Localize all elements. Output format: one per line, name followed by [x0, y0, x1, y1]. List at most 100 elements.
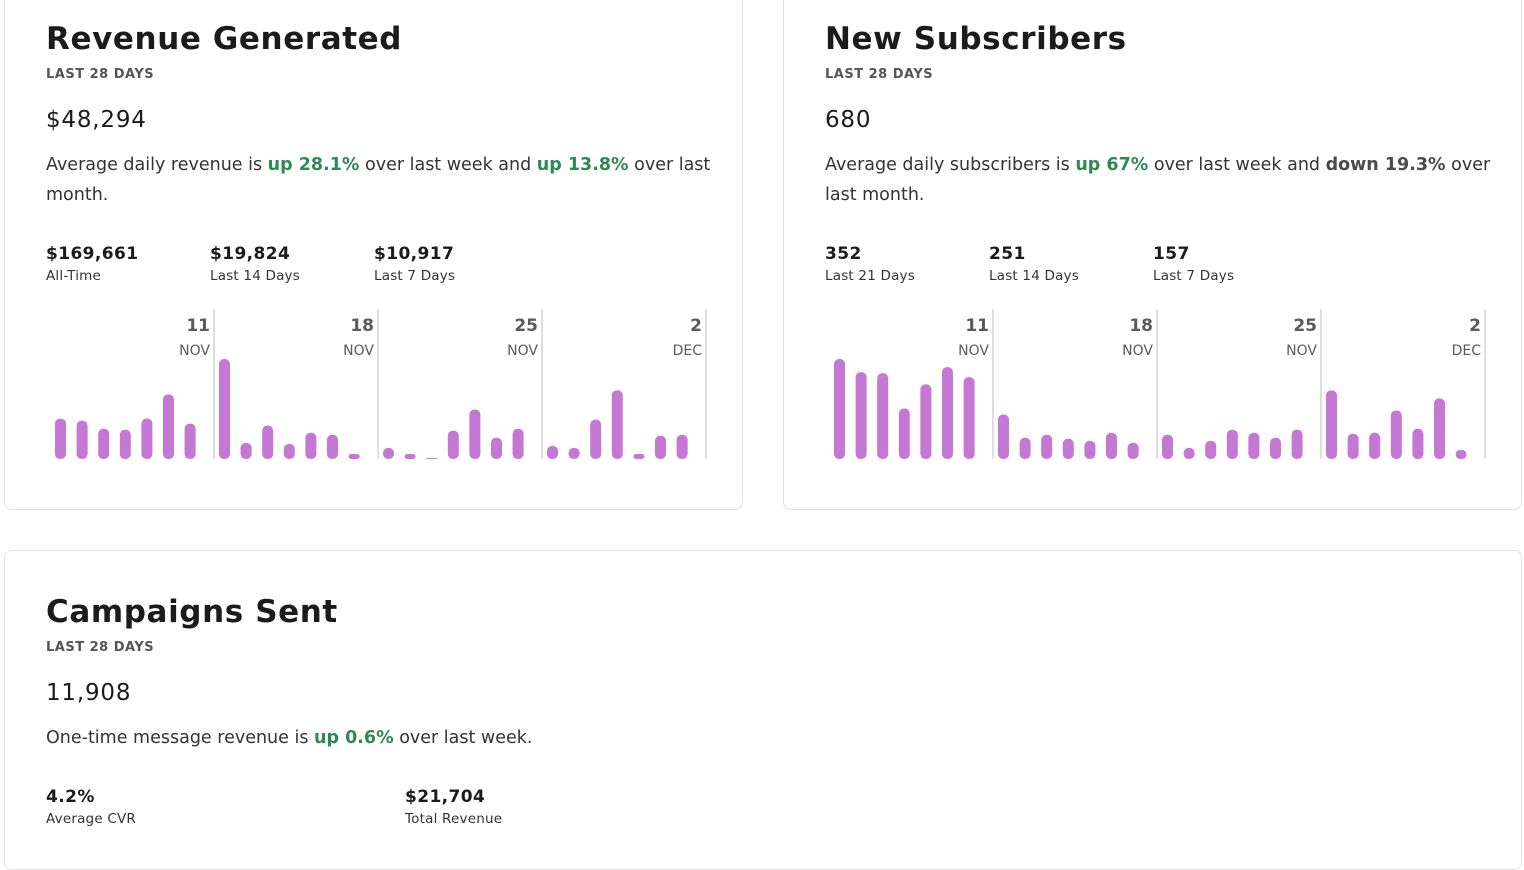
chart-bar[interactable] — [240, 442, 252, 459]
stat-value: 4.2% — [46, 787, 95, 807]
subscribers-card: New Subscribers LAST 28 DAYS 680 Average… — [783, 0, 1522, 510]
chart-bar[interactable] — [1226, 429, 1238, 459]
chart-bar[interactable] — [633, 453, 645, 459]
chart-bar[interactable] — [655, 435, 666, 459]
chart-bar[interactable] — [1041, 434, 1053, 459]
chart-bar[interactable] — [1270, 437, 1281, 459]
chart-bar[interactable] — [98, 428, 110, 459]
week-day-label: 2 — [690, 316, 702, 336]
chart-bar[interactable] — [383, 447, 394, 459]
chart-bar[interactable] — [611, 390, 623, 459]
stat-value: $169,661 — [46, 244, 139, 264]
week-day-label: 11 — [186, 316, 210, 336]
chart-bar[interactable] — [855, 372, 867, 459]
week-day-label: 18 — [1129, 316, 1153, 336]
stat-value: 352 — [825, 244, 862, 264]
chart-bar[interactable] — [1434, 398, 1445, 459]
week-day-label: 18 — [350, 316, 374, 336]
chart-bar[interactable] — [327, 434, 338, 459]
change-down: down 19.3% — [1325, 155, 1446, 175]
week-month-label: NOV — [958, 343, 989, 359]
stat-label: Last 21 Days — [825, 268, 915, 284]
chart-bar[interactable] — [963, 377, 975, 459]
chart-bar[interactable] — [920, 384, 932, 459]
chart-bar[interactable] — [676, 434, 688, 459]
chart-bar[interactable] — [163, 394, 174, 459]
week-day-label: 11 — [965, 316, 989, 336]
revenue-bar-chart: 11 NOV 18 NOV 25 NOV 2 DEC — [55, 309, 707, 459]
chart-bar[interactable] — [262, 425, 274, 459]
chart-bar[interactable] — [283, 443, 295, 459]
chart-bar[interactable] — [76, 420, 88, 459]
stat-value: $21,704 — [405, 787, 486, 807]
chart-bar[interactable] — [1369, 432, 1381, 459]
chart-bar[interactable] — [998, 414, 1009, 459]
chart-bar[interactable] — [1019, 437, 1031, 459]
chart-bar[interactable] — [834, 359, 845, 459]
chart-bar[interactable] — [1412, 428, 1424, 459]
subscribers-bar-chart: 11 NOV 18 NOV 25 NOV 2 DEC — [834, 309, 1486, 459]
chart-bar[interactable] — [1127, 442, 1139, 459]
stat-last-7-days: $10,917 Last 7 Days — [374, 244, 455, 284]
chart-bar[interactable] — [942, 367, 953, 459]
chart-bar[interactable] — [568, 447, 580, 459]
chart-bar[interactable] — [447, 430, 459, 459]
chart-bar[interactable] — [1084, 440, 1096, 459]
chart-bar[interactable] — [1248, 432, 1260, 459]
change-up: up 67% — [1075, 155, 1149, 175]
stat-average-cvr: 4.2% Average CVR — [46, 787, 136, 827]
chart-bar[interactable] — [1205, 440, 1217, 459]
chart-bar[interactable] — [219, 359, 230, 459]
stat-value: $10,917 — [374, 244, 455, 264]
stat-last-21-days: 352 Last 21 Days — [825, 244, 915, 284]
chart-bar[interactable] — [1291, 429, 1303, 459]
campaigns-card: Campaigns Sent LAST 28 DAYS 11,908 One-t… — [4, 550, 1522, 870]
chart-bar[interactable] — [877, 373, 889, 459]
chart-bar[interactable] — [1455, 449, 1467, 459]
chart-bar[interactable] — [1162, 434, 1173, 459]
period-label: LAST 28 DAYS — [825, 67, 934, 82]
chart-bar[interactable] — [184, 423, 196, 459]
stat-label: Last 7 Days — [1153, 268, 1235, 284]
stat-label: Average CVR — [46, 811, 136, 827]
stat-all-time: $169,661 All-Time — [46, 244, 138, 284]
chart-bar[interactable] — [1326, 390, 1337, 459]
chart-bar[interactable] — [426, 457, 438, 459]
week-month-label: NOV — [507, 343, 538, 359]
chart-bar[interactable] — [1390, 410, 1402, 459]
chart-bar[interactable] — [1183, 447, 1195, 459]
week-month-label: DEC — [1452, 343, 1482, 359]
stat-value: 157 — [1153, 244, 1190, 264]
week-month-label: NOV — [1122, 343, 1153, 359]
week-month-label: NOV — [343, 343, 374, 359]
chart-bar[interactable] — [305, 432, 317, 459]
chart-bar[interactable] — [547, 445, 558, 459]
stat-label: Last 14 Days — [989, 268, 1079, 284]
chart-bar[interactable] — [1106, 432, 1117, 459]
chart-bar[interactable] — [119, 429, 131, 459]
period-label: LAST 28 DAYS — [46, 640, 155, 655]
chart-bar[interactable] — [1062, 438, 1074, 459]
total-value: 680 — [825, 107, 872, 133]
stat-label: Total Revenue — [405, 811, 503, 827]
period-label: LAST 28 DAYS — [46, 67, 155, 82]
week-day-label: 2 — [1469, 316, 1481, 336]
chart-bar[interactable] — [469, 409, 481, 459]
chart-bar[interactable] — [348, 453, 360, 459]
week-month-label: NOV — [179, 343, 210, 359]
chart-bar[interactable] — [491, 437, 502, 459]
stat-label: Last 7 Days — [374, 268, 456, 284]
chart-bar[interactable] — [898, 408, 910, 459]
card-title: Campaigns Sent — [46, 594, 338, 630]
chart-bar[interactable] — [590, 419, 602, 459]
card-title: New Subscribers — [825, 21, 1127, 57]
week-month-label: NOV — [1286, 343, 1317, 359]
chart-bar[interactable] — [1347, 433, 1359, 459]
stat-last-7-days: 157 Last 7 Days — [1153, 244, 1234, 284]
chart-bar[interactable] — [404, 453, 416, 459]
card-title: Revenue Generated — [46, 21, 403, 57]
chart-bar[interactable] — [141, 418, 153, 459]
chart-bar[interactable] — [55, 418, 66, 459]
chart-bar[interactable] — [512, 428, 524, 459]
change-up: up 28.1% — [267, 155, 360, 175]
